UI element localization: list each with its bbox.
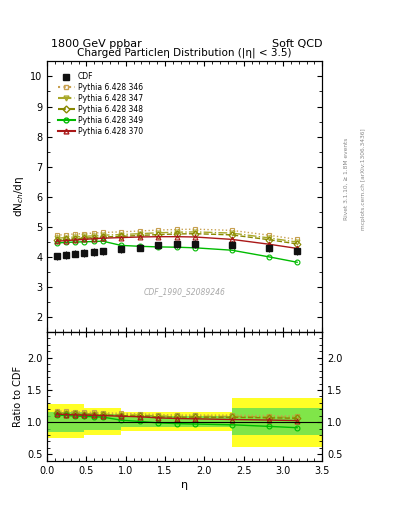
Text: Soft QCD: Soft QCD bbox=[272, 38, 322, 49]
X-axis label: η: η bbox=[181, 480, 188, 490]
Title: Charged Particleη Distribution (|η| < 3.5): Charged Particleη Distribution (|η| < 3.… bbox=[77, 48, 292, 58]
Legend: CDF, Pythia 6.428 346, Pythia 6.428 347, Pythia 6.428 348, Pythia 6.428 349, Pyt: CDF, Pythia 6.428 346, Pythia 6.428 347,… bbox=[57, 71, 145, 137]
Text: Rivet 3.1.10, ≥ 1.8M events: Rivet 3.1.10, ≥ 1.8M events bbox=[343, 138, 348, 220]
Text: 1800 GeV ppbar: 1800 GeV ppbar bbox=[51, 38, 142, 49]
Text: CDF_1990_S2089246: CDF_1990_S2089246 bbox=[144, 287, 226, 296]
Text: mcplots.cern.ch [arXiv:1306.3436]: mcplots.cern.ch [arXiv:1306.3436] bbox=[361, 129, 366, 230]
Y-axis label: dN$_{ch}$/dη: dN$_{ch}$/dη bbox=[12, 176, 26, 217]
Y-axis label: Ratio to CDF: Ratio to CDF bbox=[13, 366, 23, 427]
